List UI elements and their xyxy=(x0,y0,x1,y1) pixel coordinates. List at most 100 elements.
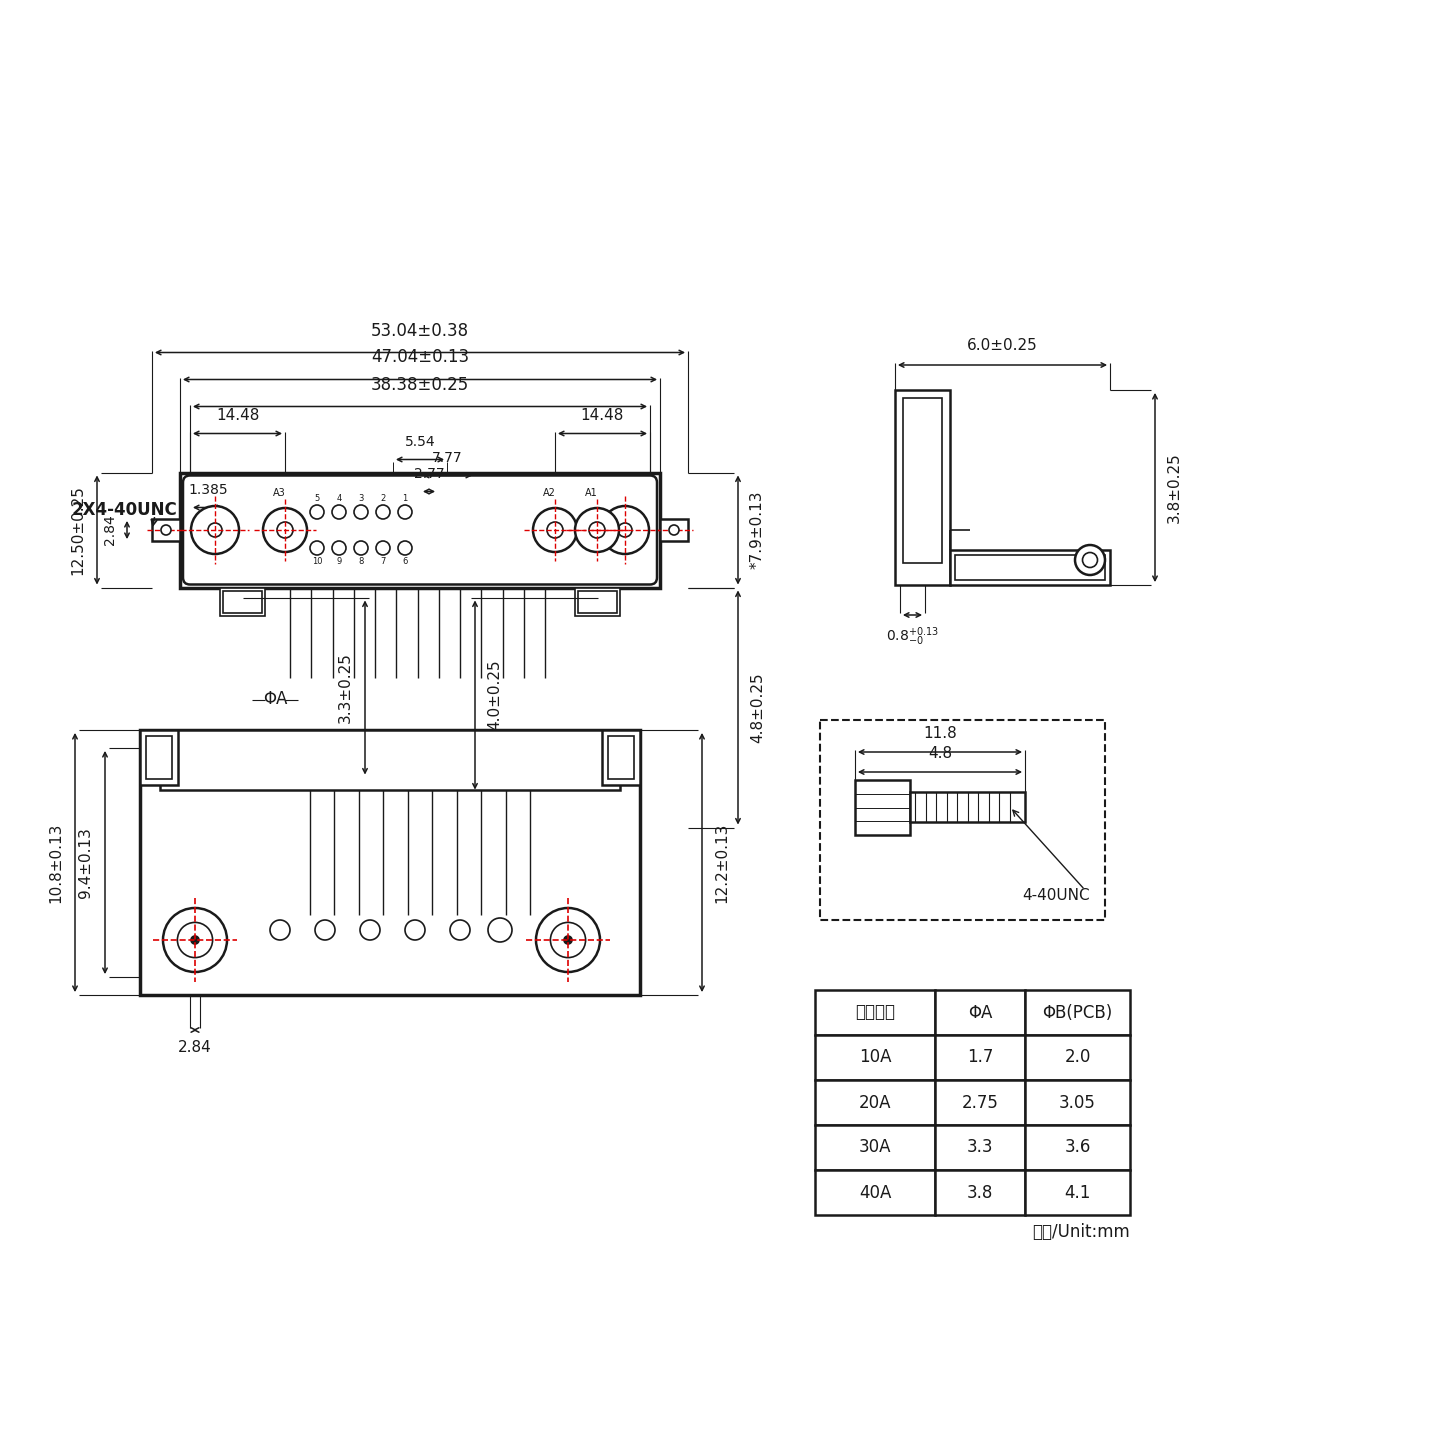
Text: 7: 7 xyxy=(380,557,386,566)
Bar xyxy=(602,730,639,785)
Bar xyxy=(935,1080,1025,1125)
Circle shape xyxy=(550,923,586,958)
Text: 5.54: 5.54 xyxy=(405,435,435,449)
Bar xyxy=(950,550,1110,585)
Bar xyxy=(153,518,180,541)
Circle shape xyxy=(547,521,563,539)
Circle shape xyxy=(192,936,199,945)
Circle shape xyxy=(207,523,222,537)
Text: ΦA: ΦA xyxy=(264,691,287,708)
Text: 53.04±0.38: 53.04±0.38 xyxy=(372,321,469,340)
Text: 2: 2 xyxy=(380,494,386,503)
Circle shape xyxy=(264,508,307,552)
Text: 10: 10 xyxy=(311,557,323,566)
Circle shape xyxy=(315,920,336,940)
Bar xyxy=(935,1035,1025,1080)
Bar xyxy=(815,1125,935,1169)
Bar xyxy=(180,472,660,588)
Text: 10A: 10A xyxy=(858,1048,891,1067)
Text: 3.3±0.25: 3.3±0.25 xyxy=(338,652,353,723)
Bar xyxy=(660,518,688,541)
Bar xyxy=(140,730,639,995)
Text: 47.04±0.13: 47.04±0.13 xyxy=(372,348,469,367)
Text: 8: 8 xyxy=(359,557,364,566)
Text: 12.50±0.25: 12.50±0.25 xyxy=(71,485,85,575)
Circle shape xyxy=(360,920,380,940)
Text: 6: 6 xyxy=(402,557,408,566)
Text: 2X4-40UNC: 2X4-40UNC xyxy=(72,501,177,518)
Text: $0.8^{+0.13}_{-0}$: $0.8^{+0.13}_{-0}$ xyxy=(886,625,939,648)
Bar xyxy=(815,1080,935,1125)
Text: 4-40UNC: 4-40UNC xyxy=(1022,887,1090,903)
Bar xyxy=(223,590,262,612)
Text: 3: 3 xyxy=(359,494,364,503)
Text: A3: A3 xyxy=(272,488,285,498)
Bar xyxy=(910,792,1025,822)
Circle shape xyxy=(405,920,425,940)
Text: 4.0±0.25: 4.0±0.25 xyxy=(487,660,503,730)
Circle shape xyxy=(376,541,390,554)
Circle shape xyxy=(163,909,228,972)
Text: 9.4±0.13: 9.4±0.13 xyxy=(78,827,94,899)
Circle shape xyxy=(536,909,600,972)
Bar xyxy=(608,736,634,779)
Text: A2: A2 xyxy=(543,488,556,498)
Text: 40A: 40A xyxy=(858,1184,891,1201)
Text: 38.38±0.25: 38.38±0.25 xyxy=(372,376,469,393)
Text: A1: A1 xyxy=(585,488,598,498)
Text: 14.48: 14.48 xyxy=(216,408,259,422)
Text: 1: 1 xyxy=(402,494,408,503)
Bar xyxy=(1025,991,1130,1035)
Bar xyxy=(815,991,935,1035)
Circle shape xyxy=(310,541,324,554)
Circle shape xyxy=(354,505,369,518)
Text: 3.3: 3.3 xyxy=(966,1139,994,1156)
Text: 4.8: 4.8 xyxy=(927,746,952,760)
Text: 2.77: 2.77 xyxy=(413,468,445,481)
Text: 6.0±0.25: 6.0±0.25 xyxy=(968,338,1038,353)
Circle shape xyxy=(161,526,171,536)
Bar xyxy=(815,1035,935,1080)
Text: ΦB(PCB): ΦB(PCB) xyxy=(1043,1004,1113,1021)
Text: 单位/Unit:mm: 单位/Unit:mm xyxy=(1032,1223,1130,1241)
Bar xyxy=(577,590,616,612)
Circle shape xyxy=(354,541,369,554)
Text: 14.48: 14.48 xyxy=(580,408,624,422)
Circle shape xyxy=(333,541,346,554)
Text: 2.84: 2.84 xyxy=(104,514,117,546)
Bar xyxy=(819,720,1104,920)
Bar xyxy=(935,1125,1025,1169)
Circle shape xyxy=(271,920,289,940)
Text: 11.8: 11.8 xyxy=(923,726,956,742)
Circle shape xyxy=(310,505,324,518)
Text: 2.75: 2.75 xyxy=(962,1093,998,1112)
Circle shape xyxy=(397,541,412,554)
Circle shape xyxy=(333,505,346,518)
Text: 9: 9 xyxy=(337,557,341,566)
Bar xyxy=(160,730,621,791)
Bar xyxy=(903,397,942,563)
Text: 3.6: 3.6 xyxy=(1064,1139,1090,1156)
Circle shape xyxy=(564,936,572,945)
Circle shape xyxy=(449,920,469,940)
Circle shape xyxy=(589,521,605,539)
Text: 3.8: 3.8 xyxy=(966,1184,994,1201)
Bar xyxy=(140,730,179,785)
Circle shape xyxy=(1076,544,1104,575)
Bar xyxy=(575,588,621,615)
Text: 1.385: 1.385 xyxy=(189,484,228,497)
Text: ΦA: ΦA xyxy=(968,1004,992,1021)
Bar xyxy=(1025,1080,1130,1125)
Text: 12.2±0.13: 12.2±0.13 xyxy=(714,822,729,903)
Text: 5: 5 xyxy=(314,494,320,503)
Circle shape xyxy=(376,505,390,518)
Bar xyxy=(935,991,1025,1035)
Text: Lightany: Lightany xyxy=(183,899,557,982)
Bar xyxy=(220,588,265,615)
Text: 2.0: 2.0 xyxy=(1064,1048,1090,1067)
Circle shape xyxy=(177,923,213,958)
Text: 1.7: 1.7 xyxy=(966,1048,994,1067)
Bar xyxy=(145,736,171,779)
Circle shape xyxy=(600,505,649,554)
Bar xyxy=(896,390,950,585)
